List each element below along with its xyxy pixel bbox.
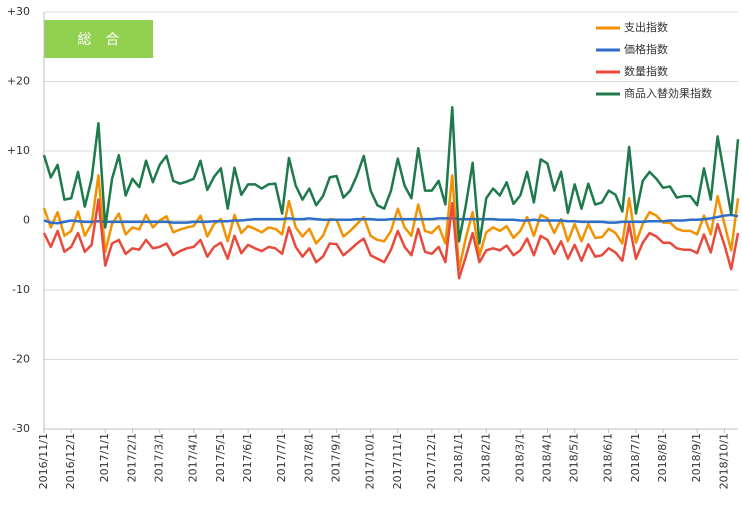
x-tick-label: 2018/2/1	[479, 433, 492, 482]
series-line	[42, 198, 740, 280]
x-tick-label: 2016/12/1	[64, 433, 77, 489]
x-tick-label: 2017/8/1	[302, 433, 315, 482]
y-tick-label: +20	[7, 75, 30, 88]
legend-label: 商品入替効果指数	[624, 86, 712, 100]
y-tick-label: +30	[7, 5, 30, 18]
series-line	[43, 213, 739, 225]
x-tick-label: 2018/9/1	[690, 433, 703, 482]
legend-label: 数量指数	[624, 64, 668, 78]
x-tick-label: 2017/7/1	[275, 433, 288, 482]
x-tick-label: 2017/10/1	[364, 433, 377, 489]
x-tick-label: 2017/6/1	[241, 433, 254, 482]
x-tick-label: 2017/9/1	[330, 433, 343, 482]
x-tick-label: 2018/4/1	[540, 433, 553, 482]
y-tick-label: 0	[23, 214, 30, 227]
x-tick-label: 2018/8/1	[656, 433, 669, 482]
legend-label: 支出指数	[624, 20, 668, 34]
x-tick-label: 2017/12/1	[425, 433, 438, 489]
x-tick-label: 2017/4/1	[187, 433, 200, 482]
x-tick-label: 2017/5/1	[214, 433, 227, 482]
series-line	[42, 174, 740, 271]
x-tick-label: 2018/7/1	[629, 433, 642, 482]
legend-label: 価格指数	[624, 42, 668, 56]
chart-title: 総 合	[78, 32, 120, 48]
x-tick-label: 2017/11/1	[391, 433, 404, 489]
y-tick-label: -30	[12, 422, 30, 435]
y-tick-label: -20	[12, 353, 30, 366]
x-tick-label: 2018/10/1	[717, 433, 730, 489]
x-tick-label: 2018/3/1	[513, 433, 526, 482]
x-tick-label: 2017/2/1	[125, 433, 138, 482]
series-line	[42, 105, 740, 245]
x-tick-label: 2017/3/1	[153, 433, 166, 482]
x-tick-label: 2017/1/1	[98, 433, 111, 482]
x-tick-label: 2018/6/1	[602, 433, 615, 482]
y-tick-label: +10	[7, 144, 30, 157]
y-tick-label: -10	[12, 283, 30, 296]
x-tick-label: 2016/11/1	[37, 433, 50, 489]
x-tick-label: 2018/5/1	[568, 433, 581, 482]
x-tick-label: 2018/1/1	[452, 433, 465, 482]
title-box	[44, 20, 153, 58]
